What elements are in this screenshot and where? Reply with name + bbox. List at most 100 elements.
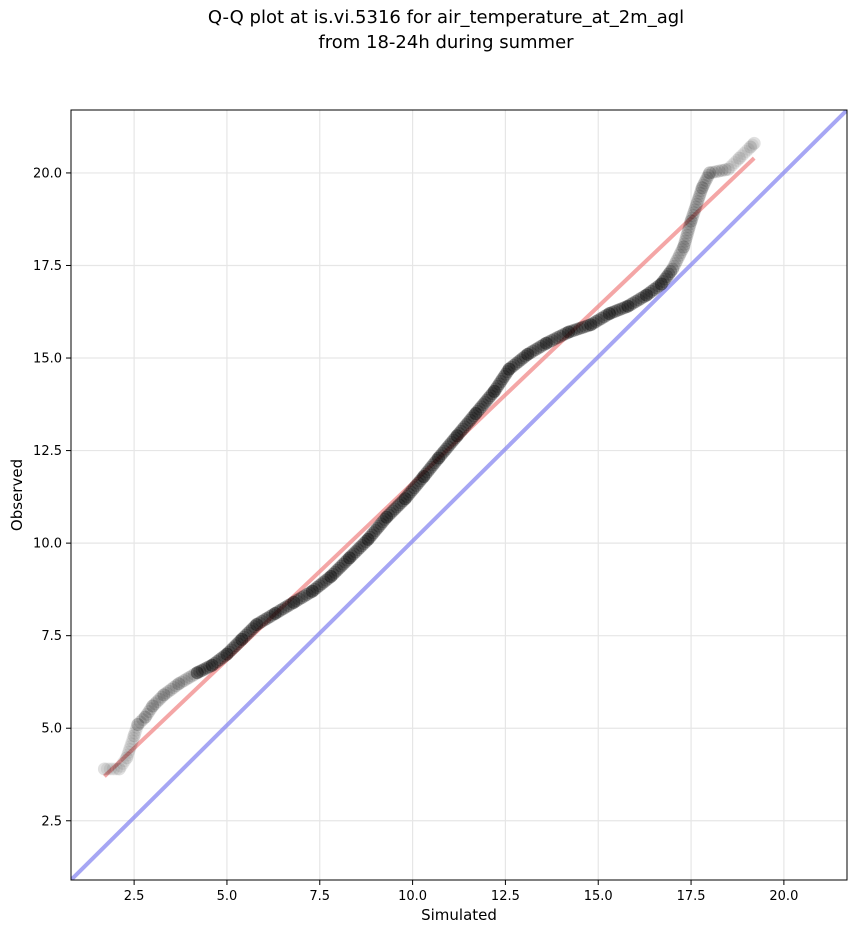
x-axis-label: Simulated: [421, 906, 497, 924]
data-point: [518, 349, 532, 363]
data-point: [664, 265, 678, 279]
data-point: [575, 320, 589, 334]
data-point: [287, 595, 301, 609]
data-point: [656, 275, 670, 289]
data-point: [120, 751, 134, 765]
data-point: [694, 184, 708, 198]
data-point: [114, 759, 128, 773]
x-tick-label: 2.5: [124, 889, 145, 904]
data-point: [150, 695, 164, 709]
data-point: [439, 442, 453, 456]
data-point: [303, 586, 317, 600]
y-tick-label: 12.5: [33, 444, 62, 459]
data-point: [471, 404, 485, 418]
data-point: [489, 382, 503, 396]
data-point: [289, 594, 303, 608]
data-point: [578, 320, 592, 334]
data-point: [370, 521, 384, 535]
data-point: [658, 272, 672, 286]
data-point: [127, 729, 141, 743]
data-point: [567, 323, 581, 337]
data-point: [136, 713, 150, 727]
data-point: [624, 298, 638, 312]
data-point: [747, 136, 761, 150]
data-point: [324, 569, 338, 583]
x-tick-label: 15.0: [584, 889, 613, 904]
data-point: [432, 451, 446, 465]
data-point: [140, 707, 154, 721]
data-point: [380, 510, 394, 524]
data-point: [245, 622, 259, 636]
grid: [71, 110, 847, 880]
data-point: [347, 547, 361, 561]
data-point: [415, 472, 429, 486]
chart-title: Q-Q plot at is.vi.5316 for air_temperatu…: [208, 7, 684, 28]
data-point: [712, 164, 726, 178]
data-point: [188, 667, 202, 681]
data-point: [295, 591, 309, 605]
data-point: [213, 653, 227, 667]
data-point: [409, 478, 423, 492]
data-point: [317, 575, 331, 589]
chart-subtitle: from 18-24h during summer: [318, 32, 574, 53]
data-point: [445, 435, 459, 449]
y-axis-label: Observed: [8, 459, 26, 531]
y-tick-label: 17.5: [33, 259, 62, 274]
data-point: [420, 465, 434, 479]
data-point: [573, 321, 587, 335]
data-point: [157, 688, 171, 702]
data-point: [422, 463, 436, 477]
data-point: [103, 762, 117, 776]
data-point: [553, 329, 567, 343]
data-point: [279, 600, 293, 614]
data-point: [737, 147, 751, 161]
data-point: [394, 496, 408, 510]
data-point: [497, 370, 511, 384]
data-point: [679, 231, 693, 245]
data-point: [312, 579, 326, 593]
data-point: [365, 528, 379, 542]
data-point: [384, 506, 398, 520]
data-point: [292, 592, 306, 606]
data-point: [424, 460, 438, 474]
data-point: [258, 613, 272, 627]
data-point: [531, 341, 545, 355]
data-point: [683, 217, 697, 231]
data-point: [654, 277, 668, 291]
data-point: [131, 718, 145, 732]
data-point: [739, 144, 753, 158]
data-point: [467, 409, 481, 423]
data-point: [671, 251, 685, 265]
data-point: [618, 300, 632, 314]
data-point: [116, 756, 130, 770]
data-point: [159, 686, 173, 700]
data-point: [386, 504, 400, 518]
data-point: [128, 726, 142, 740]
data-point: [456, 422, 470, 436]
data-point: [665, 262, 679, 276]
data-point: [521, 347, 535, 361]
data-point: [118, 754, 132, 768]
data-point: [687, 206, 701, 220]
y-tick-label: 20.0: [33, 166, 62, 181]
data-point: [271, 605, 285, 619]
data-point: [268, 606, 282, 620]
data-point: [237, 630, 251, 644]
data-point: [492, 377, 506, 391]
data-point: [446, 433, 460, 447]
data-point: [203, 660, 217, 674]
data-point: [100, 762, 114, 776]
data-point: [185, 669, 199, 683]
data-point: [562, 325, 576, 339]
data-point: [602, 307, 616, 321]
data-point: [368, 524, 382, 538]
data-point: [357, 537, 371, 551]
data-point: [500, 365, 514, 379]
data-point: [649, 281, 663, 295]
x-tick-label: 10.0: [398, 889, 427, 904]
x-tick-label: 5.0: [217, 889, 238, 904]
data-point: [138, 710, 152, 724]
data-point: [459, 418, 473, 432]
data-point: [485, 387, 499, 401]
data-point: [417, 469, 431, 483]
